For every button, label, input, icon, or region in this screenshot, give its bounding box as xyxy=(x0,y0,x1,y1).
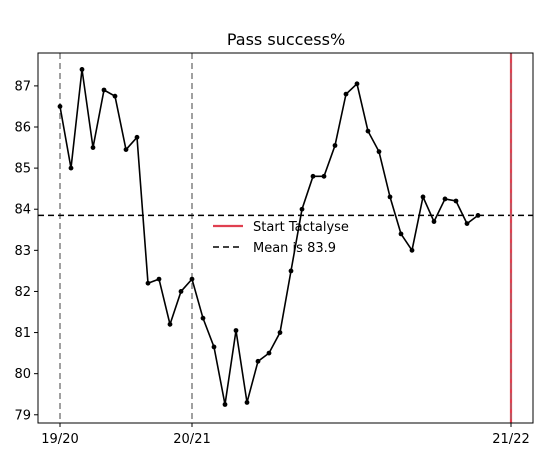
plot-frame xyxy=(37,52,534,424)
data-point xyxy=(167,321,173,327)
y-axis-ticks: 79 80 81 82 83 84 85 86 87 xyxy=(14,79,38,423)
y-tick-label: 82 xyxy=(14,285,31,300)
data-point xyxy=(156,276,162,282)
data-point xyxy=(343,91,349,97)
data-point xyxy=(409,247,415,253)
data-point xyxy=(101,87,107,93)
data-point xyxy=(145,280,151,286)
y-tick-label: 83 xyxy=(14,244,31,259)
data-point xyxy=(332,143,338,148)
data-point xyxy=(420,194,426,200)
data-point xyxy=(464,221,470,227)
x-axis-ticks: 19/20 20/21 21/22 xyxy=(41,423,530,447)
y-tick-label: 79 xyxy=(14,408,31,423)
data-point xyxy=(266,350,272,356)
data-point xyxy=(365,128,371,134)
data-point xyxy=(288,268,294,274)
data-point xyxy=(233,328,239,333)
data-point xyxy=(57,104,63,109)
data-point xyxy=(79,67,85,72)
data-point xyxy=(398,231,404,237)
y-tick-label: 80 xyxy=(14,367,31,382)
data-point xyxy=(376,149,382,155)
data-point xyxy=(453,198,459,204)
data-point xyxy=(68,165,74,171)
y-tick-label: 85 xyxy=(14,162,31,177)
y-tick-label: 87 xyxy=(14,79,31,94)
x-tick-label: 20/21 xyxy=(173,432,210,447)
legend-mean-label: Mean is 83.9 xyxy=(253,241,336,256)
data-point xyxy=(189,276,195,282)
x-tick-label: 21/22 xyxy=(492,432,529,447)
data-point xyxy=(200,315,206,321)
y-tick-label: 84 xyxy=(14,203,31,218)
chart-title: Pass success% xyxy=(227,30,345,49)
legend-start-label: Start Tactalyse xyxy=(253,220,349,235)
data-point xyxy=(387,194,393,200)
y-tick-label: 86 xyxy=(14,121,31,136)
data-point xyxy=(112,93,118,99)
data-point xyxy=(475,212,481,218)
data-series xyxy=(57,67,481,407)
data-point xyxy=(90,145,96,150)
data-point xyxy=(299,206,305,212)
data-point xyxy=(431,219,437,224)
data-point xyxy=(134,134,140,140)
data-point xyxy=(211,344,217,350)
data-point xyxy=(244,400,250,405)
x-tick-label: 19/20 xyxy=(41,432,78,447)
data-point xyxy=(442,196,448,202)
data-point xyxy=(178,289,184,294)
data-point xyxy=(222,402,228,407)
data-point xyxy=(354,81,360,87)
data-point xyxy=(310,173,316,179)
legend: Start Tactalyse Mean is 83.9 xyxy=(213,220,349,256)
data-point xyxy=(255,358,261,364)
data-point xyxy=(277,330,283,335)
y-tick-label: 81 xyxy=(14,326,31,341)
data-point xyxy=(321,173,327,179)
data-point xyxy=(123,147,129,153)
season-lines xyxy=(59,53,193,423)
